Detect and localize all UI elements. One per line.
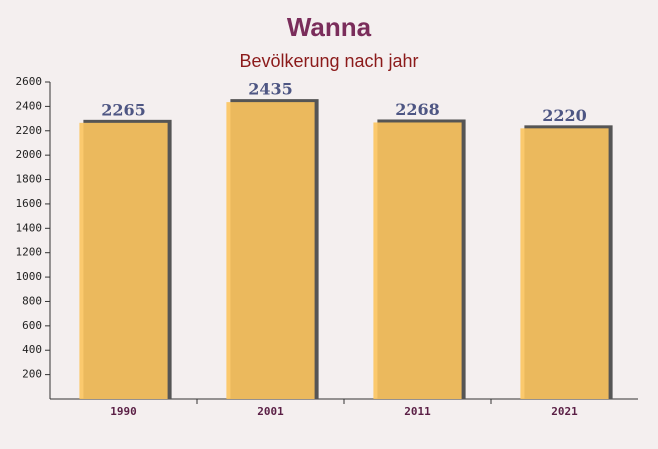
y-tick-label: 2600 (16, 75, 43, 88)
value-label: 2265 (101, 100, 146, 119)
y-tick-label: 1600 (16, 197, 43, 210)
y-tick-label: 1200 (16, 246, 43, 259)
y-tick-label: 2200 (16, 124, 43, 137)
y-tick-label: 400 (22, 343, 42, 356)
x-tick-label: 2011 (404, 405, 431, 418)
value-label: 2435 (248, 80, 293, 99)
bar (226, 102, 315, 399)
y-tick-label: 200 (22, 368, 42, 381)
y-tick-label: 2400 (16, 99, 43, 112)
value-label: 2268 (395, 100, 440, 119)
x-tick-label: 2021 (551, 405, 578, 418)
value-label: 2220 (542, 106, 587, 125)
y-tick-label: 800 (22, 294, 42, 307)
bar (373, 122, 462, 400)
y-tick-label: 1400 (16, 221, 43, 234)
y-tick-label: 1000 (16, 270, 43, 283)
bar (520, 128, 609, 400)
chart-title: Wanna (287, 12, 372, 42)
x-tick-label: 1990 (110, 405, 137, 418)
bar (79, 122, 168, 399)
y-tick-label: 2000 (16, 148, 43, 161)
x-tick-label: 2001 (257, 405, 284, 418)
y-tick-label: 600 (22, 319, 42, 332)
y-tick-label: 1800 (16, 173, 43, 186)
chart-subtitle: Bevölkerung nach jahr (239, 51, 418, 71)
